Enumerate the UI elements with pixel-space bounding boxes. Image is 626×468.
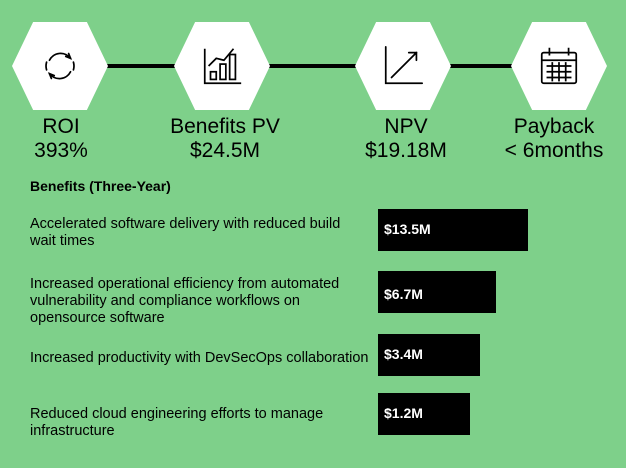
hexagon-benefits-pv: [174, 22, 270, 110]
chart-title: Benefits (Three-Year): [30, 178, 171, 194]
hexagon-roi: [12, 22, 108, 110]
trend-arrow-icon: [384, 45, 424, 85]
hexagon-payback: [511, 22, 607, 110]
metric-label: NPV: [384, 115, 428, 138]
benefit-bar-1: [378, 209, 528, 251]
metric-value: $19.18M: [365, 139, 447, 162]
metric-label: Payback: [513, 115, 595, 138]
metric-value: < 6months: [504, 139, 604, 162]
benefit-bar-2: [378, 271, 496, 313]
metric-label: ROI: [42, 115, 80, 138]
benefit-label-3: Increased productivity with DevSecOps co…: [30, 350, 369, 366]
benefit-label-4: Reduced cloud engineering efforts to man…: [30, 406, 324, 439]
metric-label: Benefits PV: [170, 115, 280, 138]
metric-npv: NPV $19.18M: [349, 115, 463, 163]
bar-value-label-3: $3.4M: [384, 346, 423, 362]
metric-roi: ROI 393%: [28, 115, 94, 163]
calendar-icon: [540, 47, 578, 85]
bar-chart-icon: [203, 48, 242, 85]
bar-value-label-1: $13.5M: [384, 221, 431, 237]
bar-value-label-2: $6.7M: [384, 286, 423, 302]
benefit-label-2: Increased operational efficiency from au…: [30, 276, 340, 326]
hexagon-npv: [355, 22, 451, 110]
metric-payback: Payback < 6months: [492, 115, 616, 163]
benefit-bar-4: [378, 393, 470, 435]
benefit-label-1: Accelerated software delivery with reduc…: [30, 216, 341, 249]
benefit-bar-3: [378, 334, 480, 376]
refresh-icon: [45, 52, 75, 80]
metric-benefits-pv: Benefits PV $24.5M: [162, 115, 288, 163]
metrics-connector-line: [60, 64, 560, 68]
metric-value: $24.5M: [189, 139, 261, 162]
bar-value-label-4: $1.2M: [384, 405, 423, 421]
metric-value: 393%: [34, 139, 88, 162]
